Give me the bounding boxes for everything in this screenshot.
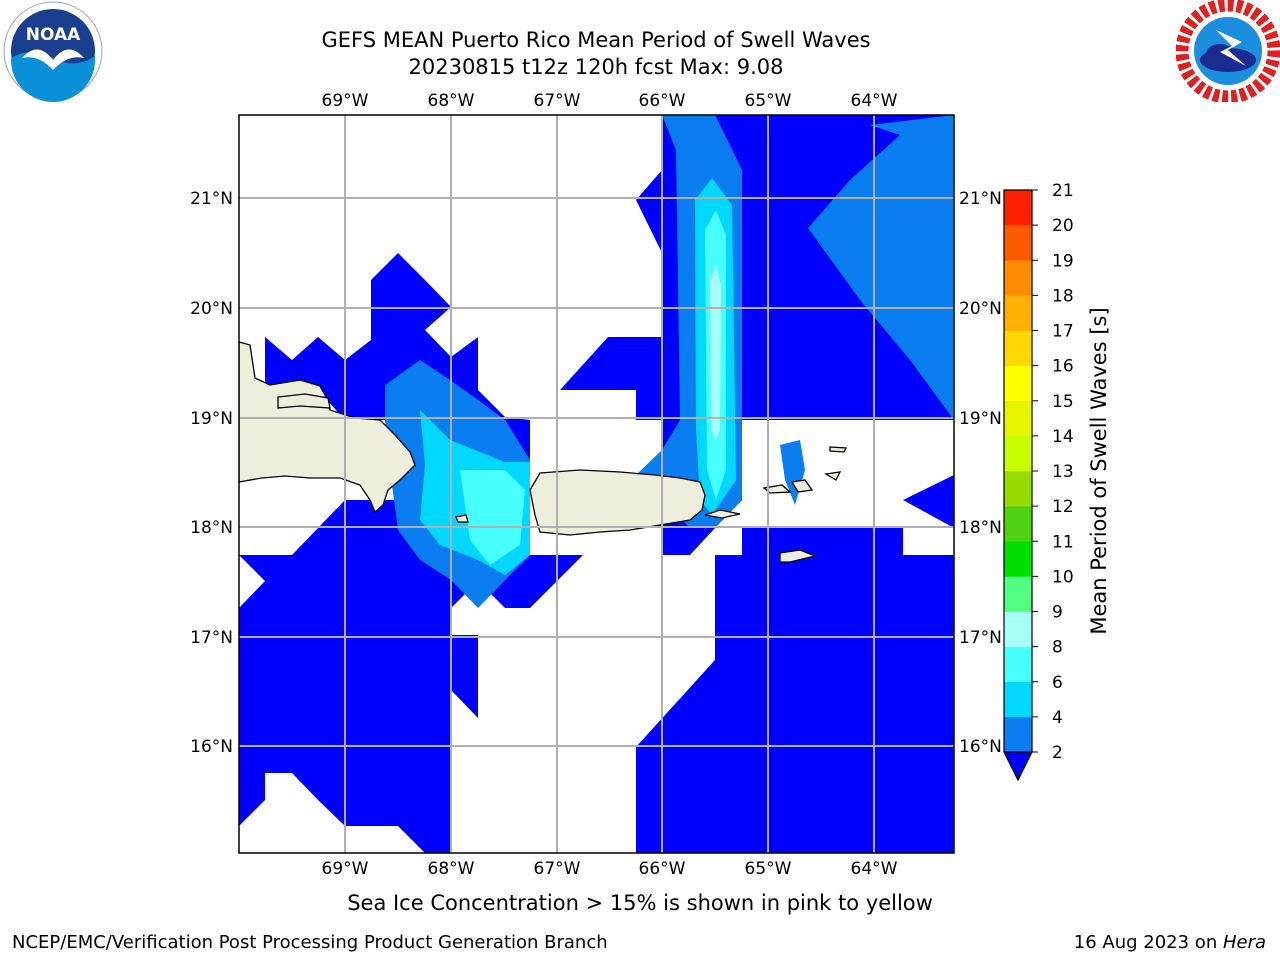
noaa-logo-icon: NOAA (3, 1, 103, 102)
footer-host: Hera (1222, 932, 1266, 953)
colorbar-segment (1004, 541, 1032, 577)
colorbar-tick-label: 19 (1052, 251, 1074, 271)
hispaniola-land (239, 341, 416, 514)
swell-8-9-region (710, 265, 721, 440)
colorbar-tick-label: 14 (1052, 427, 1074, 447)
colorbar-segment (1004, 365, 1032, 402)
colorbar-tick-label: 6 (1052, 673, 1063, 693)
lat-labels-left: 21°N 20°N 19°N 18°N 17°N 16°N (190, 189, 233, 757)
colorbar-tick-label: 13 (1052, 462, 1074, 482)
colorbar-tick-label: 18 (1052, 286, 1074, 306)
nws-logo-icon (1176, 0, 1280, 102)
lat-label: 18°N (959, 518, 1002, 538)
footer-credit: NCEP/EMC/Verification Post Processing Pr… (12, 932, 608, 953)
colorbar-segment (1004, 260, 1032, 296)
lon-label: 68°W (428, 91, 475, 111)
colorbar-segment (1004, 225, 1032, 261)
lon-label: 69°W (322, 91, 369, 111)
lon-label: 64°W (851, 91, 898, 111)
colorbar-segment (1004, 611, 1032, 647)
lon-label: 65°W (745, 859, 792, 879)
chart-title: GEFS MEAN Puerto Rico Mean Period of Swe… (321, 28, 871, 52)
lon-label: 67°W (534, 91, 581, 111)
lat-label: 18°N (190, 518, 233, 538)
colorbar-segment (1004, 471, 1032, 507)
map-canvas (239, 115, 954, 853)
colorbar-tick-label: 20 (1052, 216, 1074, 236)
colorbar: 2 4 6 8 9 10 11 12 13 14 15 16 17 18 19 20 21 Mean Perio… (1003, 181, 1111, 782)
chart-subtitle: 20230815 t12z 120h fcst Max: 9.08 (408, 55, 784, 79)
colorbar-tick-label: 15 (1052, 392, 1074, 412)
colorbar-segment (1004, 190, 1032, 226)
lat-label: 21°N (190, 189, 233, 209)
sea-ice-caption: Sea Ice Concentration > 15% is shown in … (347, 891, 933, 915)
colorbar-under-arrow (1003, 751, 1033, 782)
colorbar-tick-label: 16 (1052, 357, 1074, 377)
lon-label: 69°W (322, 859, 369, 879)
footer-date-text: 16 Aug 2023 on (1073, 932, 1223, 953)
lat-label: 17°N (190, 628, 233, 648)
colorbar-tick-label: 21 (1052, 181, 1074, 201)
lat-labels-right: 21°N 20°N 19°N 18°N 17°N 16°N (959, 189, 1002, 757)
noaa-logo-text: NOAA (26, 25, 81, 45)
lon-label: 67°W (534, 859, 581, 879)
lon-label: 66°W (639, 859, 686, 879)
map-frame (238, 114, 955, 854)
lat-label: 17°N (959, 628, 1002, 648)
colorbar-segment (1004, 716, 1032, 753)
lon-labels-top: 69°W 68°W 67°W 66°W 65°W 64°W (322, 91, 898, 111)
footer-date: 16 Aug 2023 on Hera (1074, 932, 1266, 953)
lon-labels-bottom: 69°W 68°W 67°W 66°W 65°W 64°W (322, 859, 898, 879)
colorbar-tick-label: 4 (1052, 708, 1063, 728)
lon-label: 66°W (639, 91, 686, 111)
colorbar-segment (1004, 576, 1032, 612)
colorbar-segment (1004, 295, 1032, 331)
lon-label: 64°W (851, 859, 898, 879)
colorbar-segment (1004, 646, 1032, 683)
colorbar-segment (1004, 435, 1032, 472)
colorbar-segment (1004, 400, 1032, 437)
colorbar-segment (1004, 506, 1032, 542)
lat-label: 19°N (959, 409, 1002, 429)
map-gridlines (239, 115, 954, 853)
lon-label: 65°W (745, 91, 792, 111)
lon-label: 68°W (428, 859, 475, 879)
lat-label: 21°N (959, 189, 1002, 209)
colorbar-tick-label: 9 (1052, 603, 1063, 623)
colorbar-tick-label: 2 (1052, 743, 1063, 763)
lat-label: 20°N (190, 299, 233, 319)
lat-label: 20°N (959, 299, 1002, 319)
colorbar-segment (1004, 330, 1032, 366)
lat-label: 16°N (959, 737, 1002, 757)
colorbar-segment (1004, 681, 1032, 718)
colorbar-tick-label: 8 (1052, 638, 1063, 658)
lat-label: 19°N (190, 409, 233, 429)
colorbar-tick-label: 12 (1052, 497, 1074, 517)
colorbar-tick-label: 17 (1052, 322, 1074, 342)
colorbar-tick-label: 11 (1052, 532, 1074, 552)
colorbar-label: Mean Period of Swell Waves [s] (1087, 307, 1111, 634)
colorbar-tick-label: 10 (1052, 567, 1074, 587)
lat-label: 16°N (190, 737, 233, 757)
